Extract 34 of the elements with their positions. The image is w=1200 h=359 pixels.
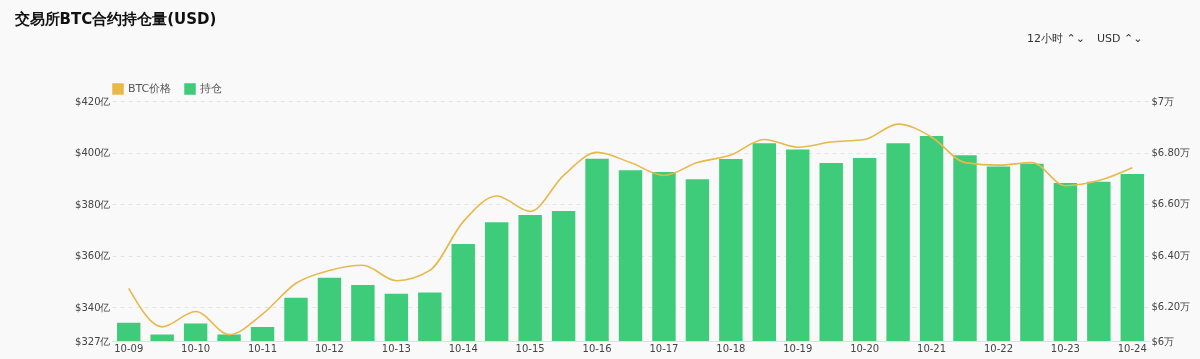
x-tick-label: 10-23 [1050, 342, 1080, 354]
line-series [127, 123, 1134, 336]
x-tick-label: 10-20 [850, 342, 880, 354]
x-tick-label: 10-14 [448, 342, 478, 354]
y2-tick-label: $6万 [1151, 335, 1175, 347]
y-tick-label: $340亿 [75, 301, 111, 313]
x-tick-label: 10-19 [783, 342, 813, 354]
y2-tick-label: $6.20万 [1151, 300, 1191, 312]
x-tick-label: 10-18 [716, 342, 746, 354]
x-tick-label: 10-24 [1117, 342, 1147, 354]
x-tick-label: 10-10 [181, 342, 211, 354]
legend-label: 持仓 [200, 82, 222, 95]
text: USD ⌃⌄ [1097, 32, 1143, 45]
y-tick-label: $327亿 [75, 335, 111, 347]
x-tick-label: 10-11 [248, 342, 278, 354]
x-tick-label: 10-09 [114, 342, 144, 354]
y-tick-label: $420亿 [75, 95, 111, 107]
x-tick-label: 10-16 [582, 342, 612, 354]
y-tick-label: $360亿 [75, 250, 111, 262]
x-tick-label: 10-12 [314, 342, 344, 354]
x-tick-label: 10-17 [649, 342, 679, 354]
y2-tick-label: $6.80万 [1151, 146, 1191, 158]
y-tick-label: $400亿 [75, 147, 111, 159]
x-tick-label: 10-22 [983, 342, 1013, 354]
legend-label: BTC价格 [128, 82, 172, 95]
x-tick-label: 10-15 [515, 342, 545, 354]
y2-tick-label: $6.40万 [1151, 249, 1191, 261]
y2-tick-label: $7万 [1151, 95, 1175, 107]
text: 12小时 ⌃⌄ [1027, 32, 1085, 45]
x-tick-label: 10-13 [381, 342, 411, 354]
y2-tick-label: $6.60万 [1151, 198, 1191, 210]
chart-title: 交易所BTC合约持仓量(USD) [13, 10, 217, 28]
x-tick-label: 10-21 [917, 342, 947, 354]
y-tick-label: $380亿 [75, 198, 111, 210]
